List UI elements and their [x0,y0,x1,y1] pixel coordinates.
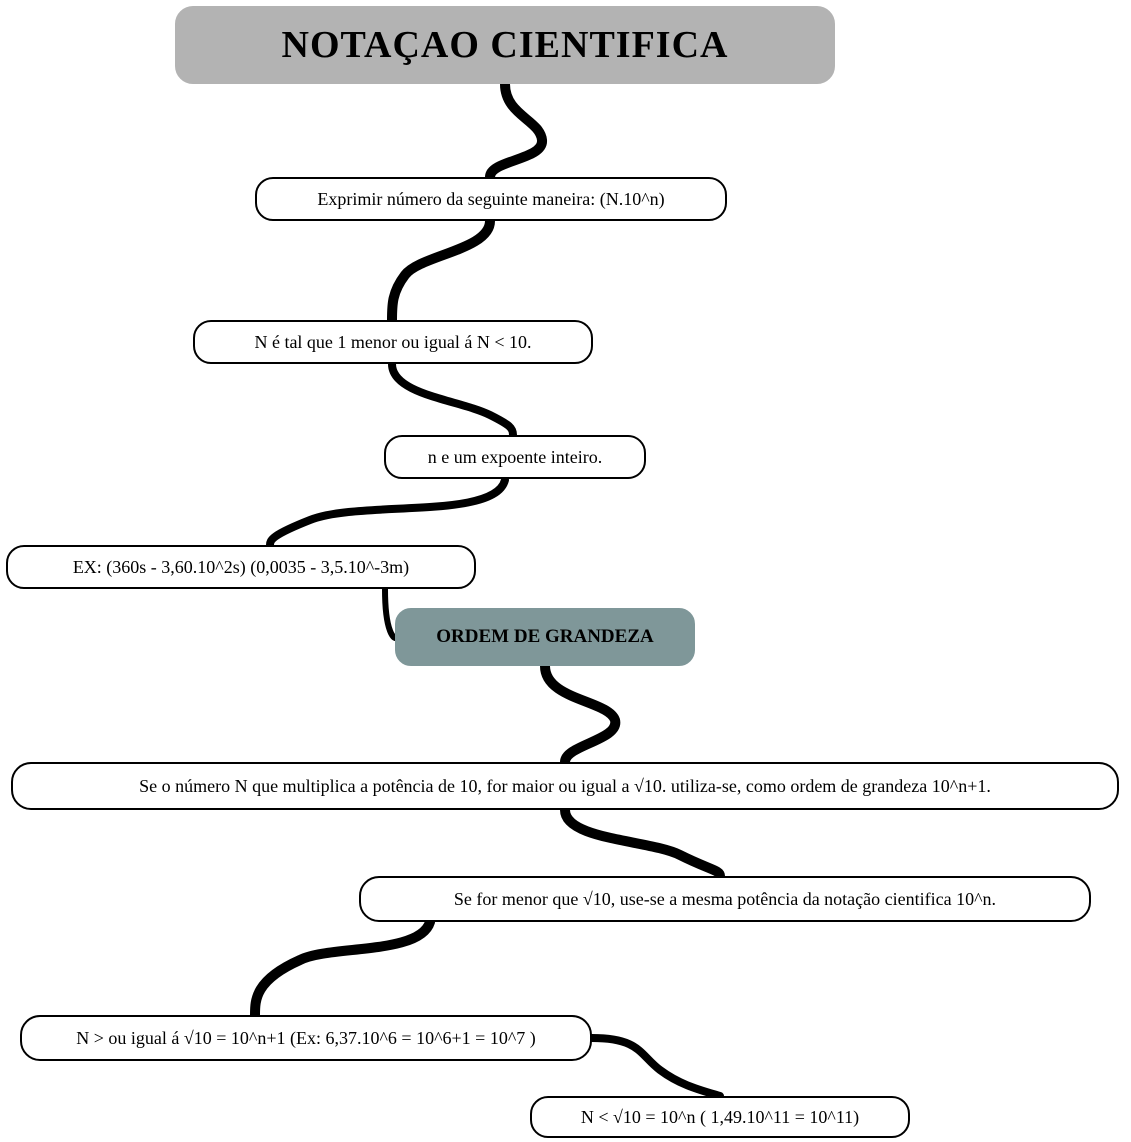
node-label: Se for menor que √10, use-se a mesma pot… [454,889,996,910]
node-label: EX: (360s - 3,60.10^2s) (0,0035 - 3,5.10… [73,557,409,578]
node-n3: n e um expoente inteiro. [384,435,646,479]
node-n7: Se for menor que √10, use-se a mesma pot… [359,876,1091,922]
node-n9: N < √10 = 10^n ( 1,49.10^11 = 10^11) [530,1096,910,1138]
node-label: n e um expoente inteiro. [428,447,602,468]
node-n6: Se o número N que multiplica a potência … [11,762,1119,810]
node-n4: EX: (360s - 3,60.10^2s) (0,0035 - 3,5.10… [6,545,476,589]
node-n5: ORDEM DE GRANDEZA [395,608,695,666]
connector [385,589,395,638]
node-title: NOTAÇAO CIENTIFICA [175,6,835,84]
node-n1: Exprimir número da seguinte maneira: (N.… [255,177,727,221]
node-label: N é tal que 1 menor ou igual á N < 10. [254,332,531,353]
connector [392,364,513,435]
node-n8: N > ou igual á √10 = 10^n+1 (Ex: 6,37.10… [20,1015,592,1061]
connector [545,666,615,762]
connector [565,810,720,876]
connector [592,1038,720,1096]
node-label: N < √10 = 10^n ( 1,49.10^11 = 10^11) [581,1107,859,1128]
node-label: Exprimir número da seguinte maneira: (N.… [317,189,664,210]
connector [270,480,505,545]
connector [490,84,542,177]
node-n2: N é tal que 1 menor ou igual á N < 10. [193,320,593,364]
node-label: ORDEM DE GRANDEZA [436,626,653,648]
connector [255,922,430,1015]
connector [392,221,490,320]
node-label: NOTAÇAO CIENTIFICA [282,23,729,67]
node-label: N > ou igual á √10 = 10^n+1 (Ex: 6,37.10… [76,1028,536,1049]
diagram-canvas: NOTAÇAO CIENTIFICA Exprimir número da seg… [0,0,1131,1142]
node-label: Se o número N que multiplica a potência … [139,776,991,797]
